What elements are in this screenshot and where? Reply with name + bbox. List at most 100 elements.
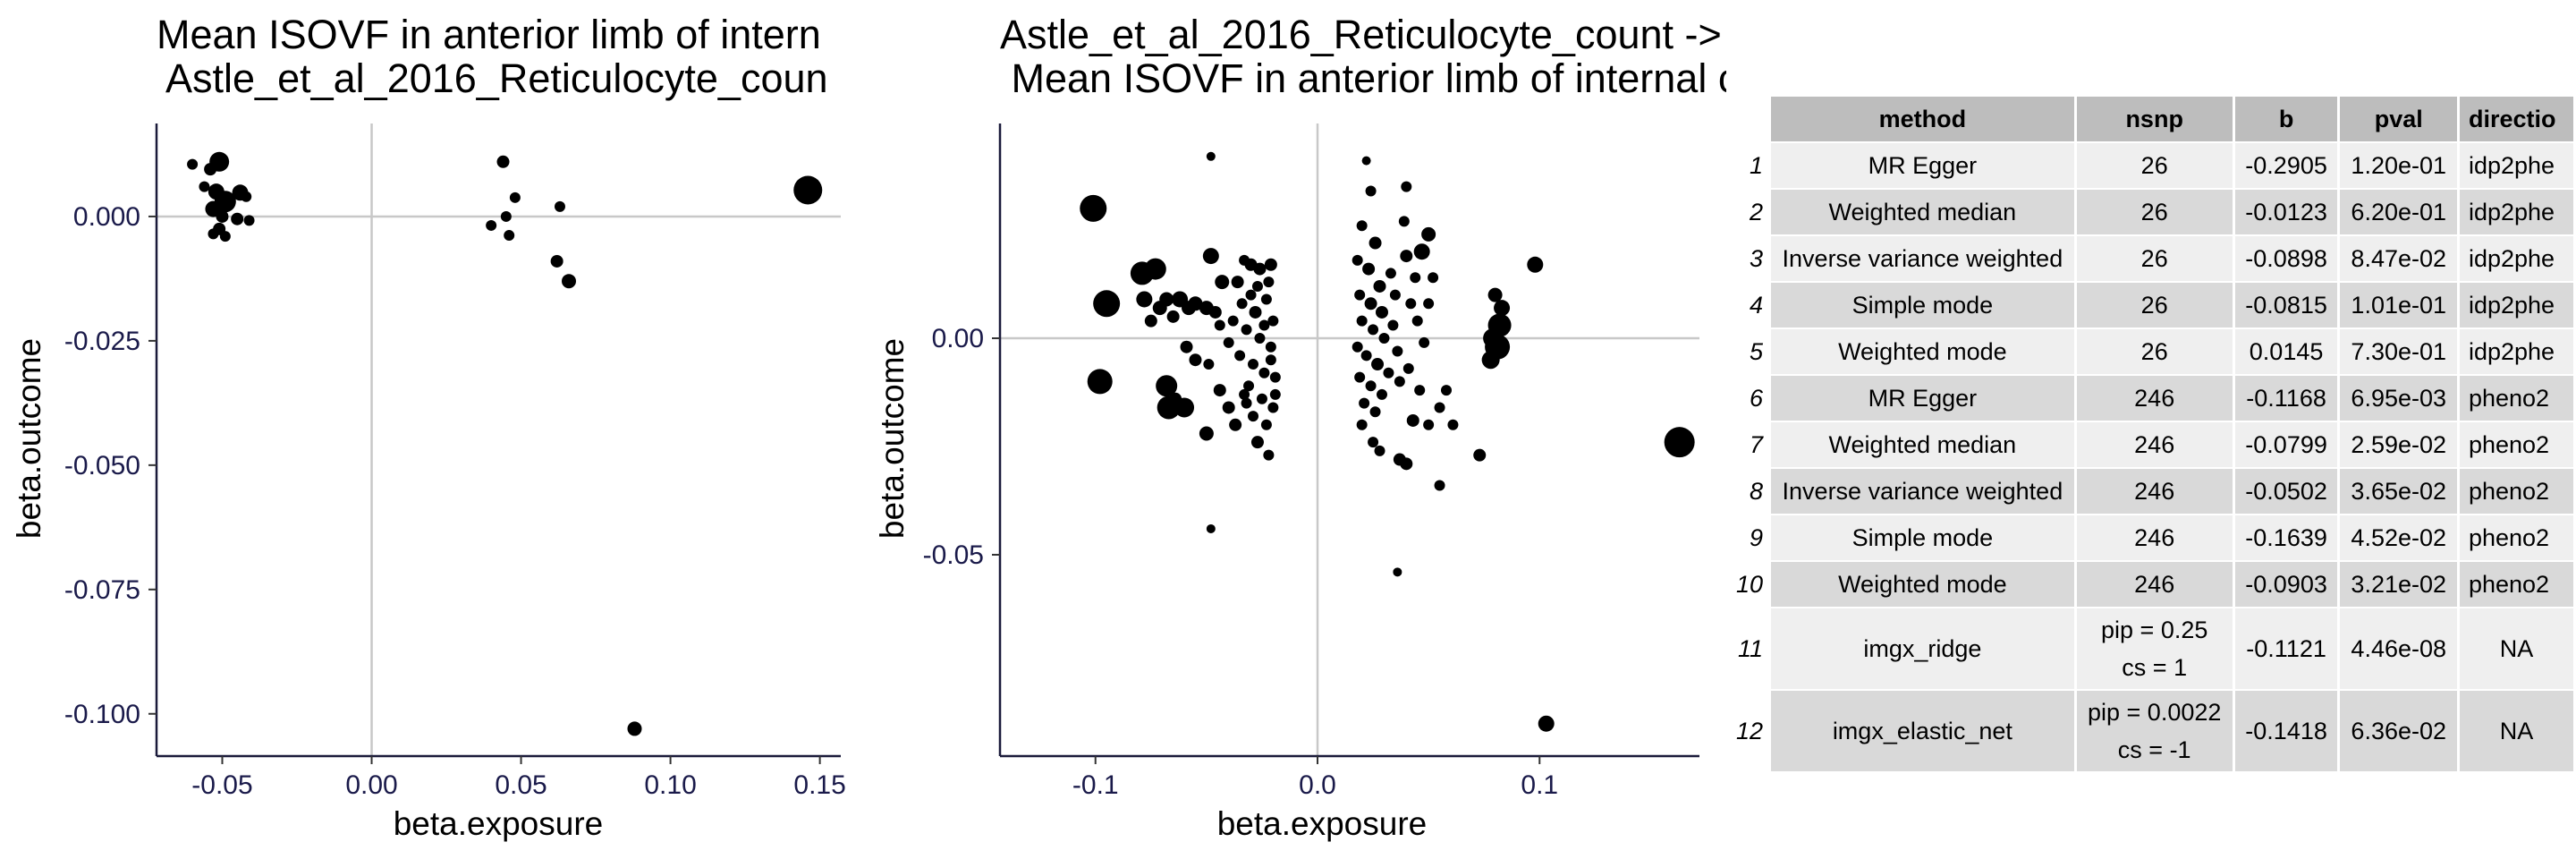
- data-point: [1421, 226, 1436, 242]
- data-point: [1352, 254, 1363, 266]
- data-point: [1392, 345, 1403, 357]
- data-point: [1263, 276, 1275, 288]
- data-point: [1159, 292, 1174, 307]
- table-row: 7 Weighted median 246 -0.0799 2.59e-02 pheno2: [1727, 422, 2573, 467]
- cell-pval: 8.47e-02: [2340, 236, 2457, 281]
- cell-nsnp: 26: [2076, 283, 2233, 327]
- x-tick-label: 0.1: [1521, 770, 1558, 800]
- data-point: [1251, 280, 1263, 292]
- data-point: [1359, 397, 1370, 409]
- data-point: [1410, 272, 1421, 284]
- cell-method: Simple mode: [1771, 283, 2074, 327]
- cell-method: imgx_elastic_net: [1771, 691, 2074, 771]
- data-point: [1400, 457, 1413, 471]
- cell-method: Inverse variance weighted: [1771, 469, 2074, 514]
- cell-direction: NA: [2459, 691, 2573, 771]
- data-point: [1080, 194, 1107, 222]
- data-point: [1236, 298, 1248, 310]
- data-point: [1414, 385, 1426, 396]
- data-point: [1368, 236, 1382, 250]
- data-point: [1248, 359, 1259, 370]
- x-tick-label: 0.10: [644, 770, 696, 800]
- table-row: 12 imgx_elastic_net pip = 0.0022 cs = -1 -0.…: [1727, 691, 2573, 771]
- data-point: [1487, 287, 1503, 302]
- cell-nsnp: 246: [2076, 562, 2233, 607]
- chart-title: Mean ISOVF in anterior limb of intern As…: [157, 12, 828, 101]
- data-point: [1166, 310, 1180, 323]
- cell-b: -0.1639: [2234, 515, 2338, 560]
- y-tick-label: -0.050: [64, 451, 140, 481]
- cell-method: MR Egger: [1771, 376, 2074, 421]
- cell-nsnp: 26: [2076, 143, 2233, 188]
- data-point: [1156, 375, 1178, 397]
- data-point: [1368, 324, 1379, 336]
- data-point: [1263, 449, 1275, 461]
- data-point: [1208, 305, 1222, 319]
- cell-pval: 1.20e-01: [2340, 143, 2457, 188]
- cell-pval: 6.20e-01: [2340, 190, 2457, 234]
- data-point: [1239, 254, 1250, 266]
- data-point: [231, 212, 244, 225]
- data-point: [1206, 523, 1216, 533]
- row-index: 4: [1727, 283, 1769, 327]
- cell-direction: pheno2: [2459, 562, 2573, 607]
- cell-nsnp: 246: [2076, 422, 2233, 467]
- data-point: [1249, 305, 1262, 319]
- chart-title-line-1: Astle_et_al_2016_Reticulocyte_count ->: [1000, 12, 1722, 57]
- data-point: [1405, 298, 1417, 310]
- data-point: [1087, 369, 1113, 395]
- data-point: [500, 210, 512, 222]
- data-point: [1413, 243, 1430, 260]
- cell-direction: idp2phe: [2459, 143, 2573, 188]
- cell-method: MR Egger: [1771, 143, 2074, 188]
- cell-pval: 1.01e-01: [2340, 283, 2457, 327]
- data-point: [1481, 351, 1500, 370]
- y-tick-label: -0.100: [64, 700, 140, 729]
- table-row: 11 imgx_ridge pip = 0.25 cs = 1 -0.1121 4.46e…: [1727, 608, 2573, 689]
- cell-b: -0.1168: [2234, 376, 2338, 421]
- data-point: [1188, 296, 1203, 311]
- cell-direction: pheno2: [2459, 422, 2573, 467]
- data-point: [1250, 436, 1264, 449]
- data-point: [1144, 258, 1166, 280]
- data-point: [1401, 181, 1412, 192]
- cell-nsnp: pip = 0.25 cs = 1: [2076, 608, 2233, 689]
- data-point: [1206, 151, 1216, 161]
- data-point: [1402, 362, 1414, 374]
- data-point: [504, 230, 515, 242]
- table-row: 1 MR Egger 26 -0.2905 1.20e-01 idp2phe: [1727, 143, 2573, 188]
- data-point: [1428, 272, 1439, 284]
- cell-nsnp-cs: cs = -1: [2117, 736, 2191, 763]
- data-point: [1494, 300, 1511, 317]
- y-tick-label: -0.075: [64, 575, 140, 605]
- row-index: 1: [1727, 143, 1769, 188]
- data-point: [509, 191, 521, 203]
- data-point: [208, 228, 219, 240]
- data-point: [1245, 289, 1257, 301]
- data-point: [1267, 402, 1279, 413]
- data-point: [1265, 341, 1276, 353]
- data-point: [209, 151, 230, 172]
- cell-method: Weighted mode: [1771, 562, 2074, 607]
- cell-b: -0.0815: [2234, 283, 2338, 327]
- table-row: 10 Weighted mode 246 -0.0903 3.21e-02 pheno2: [1727, 562, 2573, 607]
- data-point: [1364, 297, 1377, 310]
- cell-nsnp: 246: [2076, 469, 2233, 514]
- data-point: [1423, 298, 1435, 310]
- cell-direction: pheno2: [2459, 376, 2573, 421]
- data-point: [562, 274, 577, 289]
- data-point: [1373, 279, 1386, 293]
- data-point: [1253, 262, 1267, 276]
- data-point: [793, 175, 823, 205]
- row-index: 8: [1727, 469, 1769, 514]
- cell-nsnp: 246: [2076, 376, 2233, 421]
- data-point: [1254, 333, 1266, 344]
- cell-direction: idp2phe: [2459, 283, 2573, 327]
- data-point: [187, 158, 199, 170]
- column-header-nsnp: nsnp: [2076, 97, 2233, 141]
- data-point: [1354, 289, 1366, 301]
- data-point: [1241, 397, 1252, 409]
- data-point: [1362, 262, 1376, 276]
- data-point: [243, 215, 255, 226]
- cell-b: -0.2905: [2234, 143, 2338, 188]
